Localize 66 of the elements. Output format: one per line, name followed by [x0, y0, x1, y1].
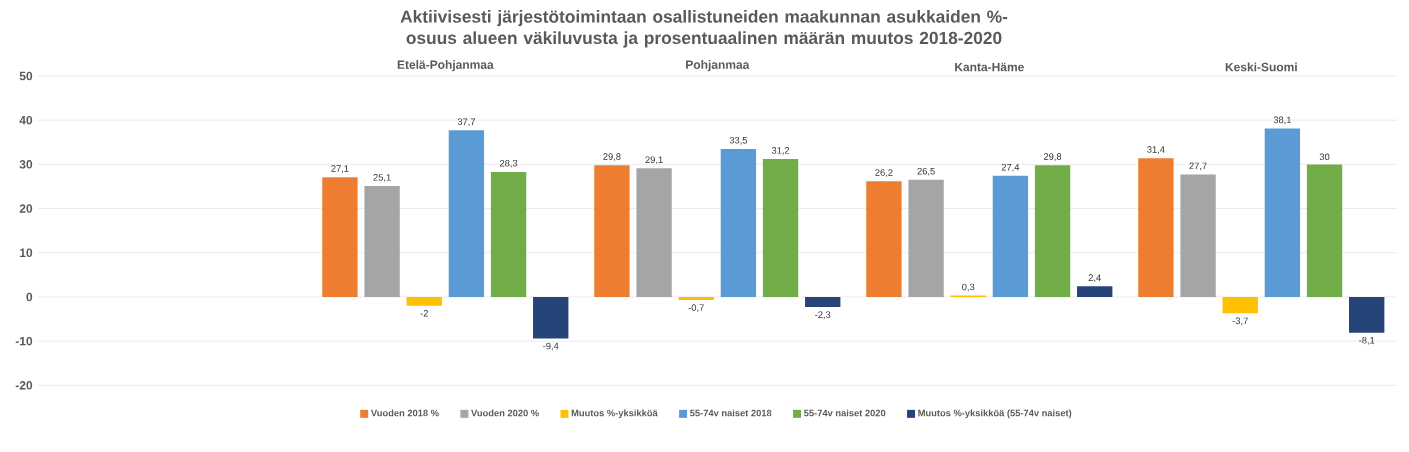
- bar: [992, 175, 1029, 297]
- y-tick-label: 20: [19, 204, 33, 213]
- y-tick-label: -20: [15, 381, 33, 390]
- x-tick-label: Etelä-Pohjanmaa: [397, 60, 494, 72]
- chart-title: Aktiivisesti järjestötoimintaan osallistuneiden maakunnan asukkaiden %-osuus alueen väkiluvusta ja prosentuaalinen määrän muutos 2018-2020: [400, 10, 1008, 48]
- data-label: 29,1: [645, 156, 663, 165]
- data-label: 38,1: [1273, 116, 1291, 125]
- data-label: 31,4: [1147, 146, 1165, 154]
- bar: [490, 171, 527, 297]
- legend-label: 55-74v naiset 2018: [690, 409, 772, 417]
- bar: [1264, 128, 1301, 297]
- bar: [762, 159, 799, 297]
- bar: [908, 179, 944, 297]
- data-label: -3,7: [1232, 317, 1248, 326]
- bar: [364, 186, 400, 297]
- data-label: 0,3: [962, 283, 975, 292]
- data-label: 26,5: [917, 167, 935, 176]
- data-label: 26,2: [875, 169, 893, 177]
- y-tick-label: 0: [26, 292, 33, 302]
- y-tick-label: 50: [19, 71, 33, 81]
- bar: [720, 148, 757, 297]
- bar: [678, 296, 714, 301]
- data-label: -2: [420, 310, 428, 317]
- y-tick-label: 10: [20, 248, 33, 258]
- data-label: -8,1: [1359, 337, 1375, 345]
- bar: [805, 296, 841, 308]
- x-tick-label: Kanta-Häme: [955, 62, 1024, 72]
- bar: [594, 165, 630, 297]
- data-label: 25,1: [373, 174, 391, 182]
- data-label: 28,3: [499, 159, 518, 168]
- data-label: 27,7: [1189, 162, 1207, 171]
- data-label: 31,2: [771, 147, 790, 155]
- x-tick-label: Pohjanmaa: [686, 60, 750, 72]
- bar: [636, 168, 672, 297]
- bar: [448, 130, 485, 297]
- legend-label: Vuoden 2018 %: [370, 409, 439, 417]
- data-label: 27,1: [331, 165, 349, 173]
- bar: [1077, 286, 1113, 297]
- legend-label: 55-74v naiset 2020: [804, 409, 886, 417]
- bar: [1306, 164, 1343, 297]
- data-label: 27,4: [1001, 163, 1020, 172]
- data-label: 33,5: [729, 136, 748, 145]
- data-label: 29,8: [603, 153, 621, 161]
- bar: [1034, 165, 1071, 297]
- bar: [1180, 174, 1216, 297]
- data-label: -9,4: [543, 342, 559, 351]
- bar: [533, 296, 569, 339]
- y-tick-label: 30: [19, 160, 33, 169]
- legend-label: Vuoden 2020 %: [471, 409, 539, 417]
- legend-label: Muutos %-yksikköä: [571, 409, 658, 419]
- bar: [1349, 296, 1385, 333]
- bar: [406, 296, 442, 306]
- bar: [1138, 158, 1174, 297]
- legend-label: Muutos %-yksikköä (55-74v naiset): [918, 409, 1072, 419]
- data-label: 37,7: [457, 118, 476, 127]
- bar: [866, 181, 902, 297]
- data-label: 29,8: [1043, 153, 1062, 161]
- y-tick-label: 40: [19, 115, 33, 125]
- data-label: 30: [1319, 153, 1330, 161]
- bar: [322, 177, 358, 297]
- data-label: 2,4: [1088, 274, 1101, 283]
- y-tick-label: -10: [15, 336, 33, 346]
- x-tick-label: Keski-Suomi: [1225, 62, 1297, 72]
- data-label: -0,7: [688, 304, 704, 313]
- bar: [1222, 296, 1258, 314]
- data-label: -2,3: [815, 311, 831, 320]
